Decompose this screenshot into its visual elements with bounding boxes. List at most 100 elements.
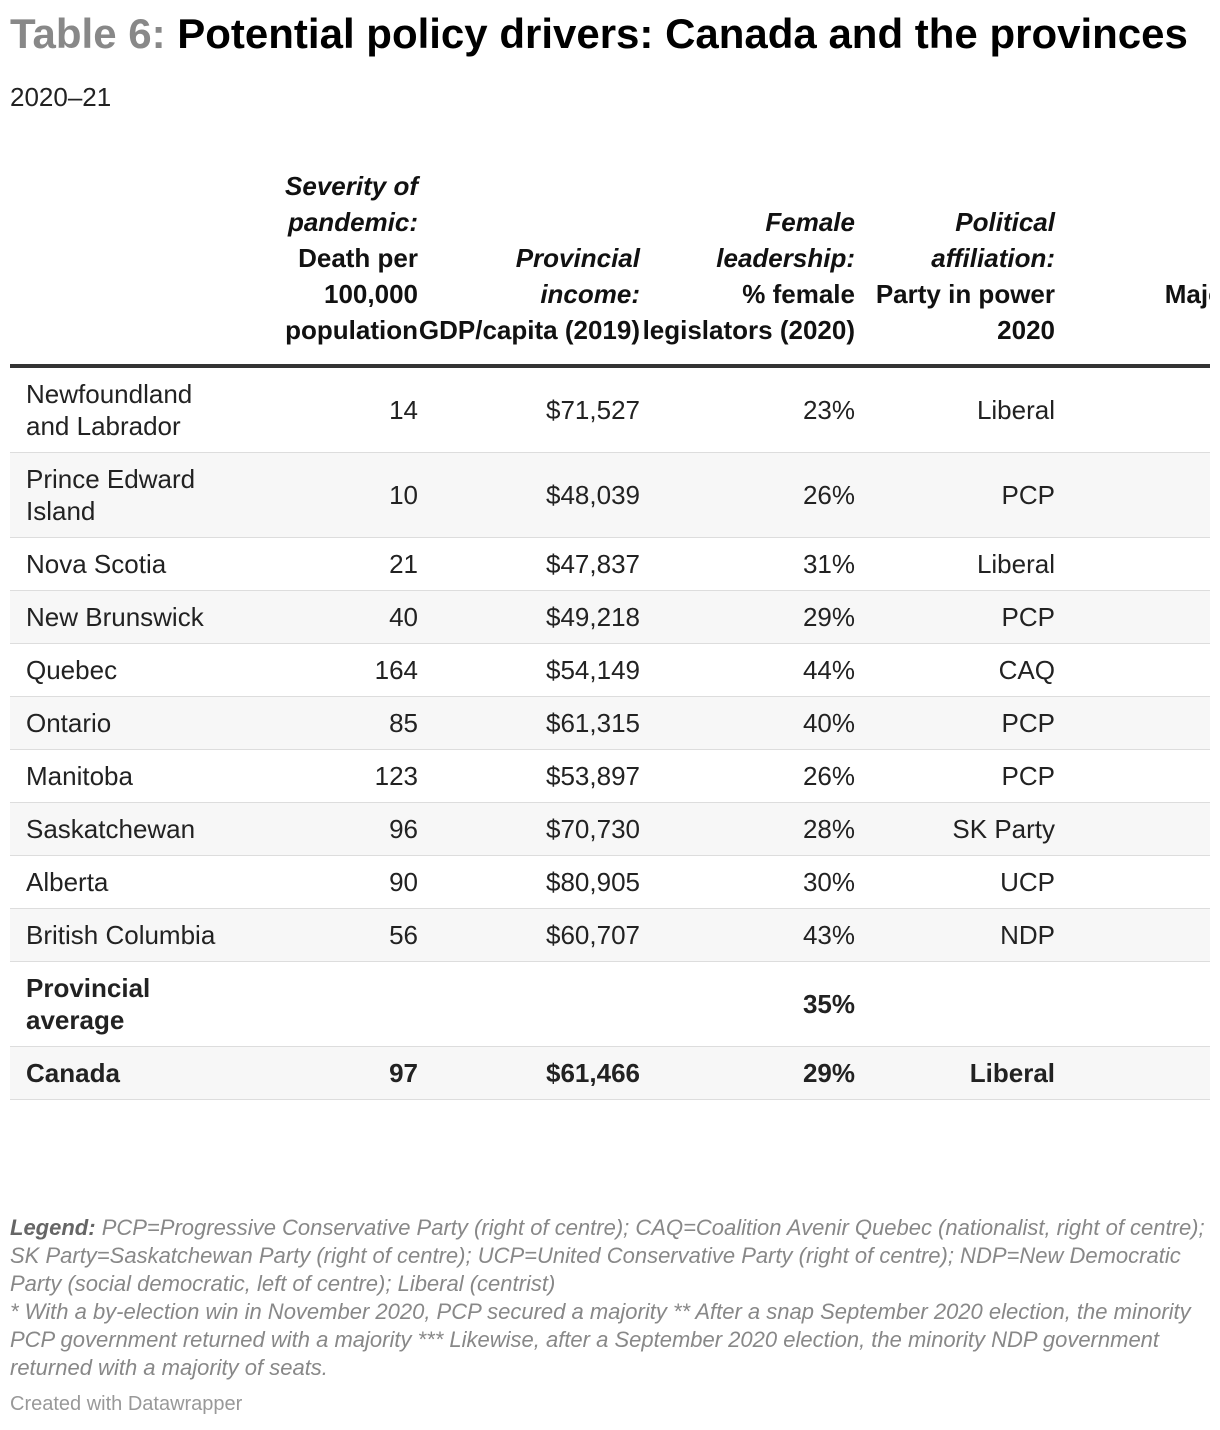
cell <box>1055 802 1210 856</box>
column-header: Female leadership:% female legislators (… <box>640 168 855 368</box>
cell <box>1055 643 1210 697</box>
table-body: Newfoundland and Labrador 14 $71,527 23% Lib… <box>10 366 1210 1100</box>
cell <box>1055 749 1210 803</box>
row-label: Alberta <box>10 855 240 909</box>
row-label: Quebec <box>10 643 240 697</box>
footer: Legend: PCP=Progressive Conservative Par… <box>10 1214 1210 1382</box>
cell: PCP <box>855 749 1055 803</box>
cell: $49,218 <box>418 590 640 644</box>
cell <box>1055 855 1210 909</box>
cell: PCP <box>855 452 1055 538</box>
table-row: Manitoba 123 $53,897 26% PCP <box>10 749 1210 803</box>
cell <box>240 961 418 1047</box>
title: Table 6: Potential policy drivers: Canad… <box>10 10 1188 58</box>
header-line: go <box>1055 240 1210 276</box>
cell: 31% <box>640 537 855 591</box>
cell: Liberal <box>855 1046 1055 1100</box>
row-label: Ontario <box>10 696 240 750</box>
column-header <box>10 168 240 368</box>
cell: 28% <box>640 802 855 856</box>
header-row: Severity of pandemic: Death per 100,000 p… <box>10 168 1210 368</box>
cell: $71,527 <box>418 366 640 453</box>
cell: 29% <box>640 590 855 644</box>
cell: Liberal <box>855 537 1055 591</box>
table-row: Prince Edward Island 10 $48,039 26% PCP <box>10 452 1210 538</box>
column-header: Severity of pandemic: Death per 100,000 p… <box>240 168 418 368</box>
cell: 164 <box>240 643 418 697</box>
row-label: Newfoundland and Labrador <box>10 366 240 453</box>
header-text: GDP/capita (2019) <box>418 315 640 345</box>
cell: 40 <box>240 590 418 644</box>
cell: $47,837 <box>418 537 640 591</box>
cell: 26% <box>640 452 855 538</box>
cell <box>418 961 640 1047</box>
subtitle: 2020–21 <box>10 82 112 112</box>
header-line: sta <box>1055 312 1210 348</box>
cell: 14 <box>240 366 418 453</box>
table-row: British Columbia 56 $60,707 43% NDP <box>10 908 1210 962</box>
cell: 26% <box>640 749 855 803</box>
table-row: Ontario 85 $61,315 40% PCP <box>10 696 1210 750</box>
cell: $80,905 <box>418 855 640 909</box>
credit: Created with Datawrapper <box>10 1393 243 1415</box>
cell: 30% <box>640 855 855 909</box>
cell: 10 <box>240 452 418 538</box>
cell: CAQ <box>855 643 1055 697</box>
legend: Legend: PCP=Progressive Conservative Par… <box>10 1214 1210 1298</box>
cell: 40% <box>640 696 855 750</box>
column-header: goMajoritsta <box>1055 168 1210 368</box>
table-wrapper: Severity of pandemic: Death per 100,000 p… <box>10 168 1210 1100</box>
title-text: Potential policy drivers: Canada and the… <box>177 10 1188 57</box>
cell: 123 <box>240 749 418 803</box>
header-italic: Severity of pandemic: <box>285 171 418 237</box>
cell: NDP <box>855 908 1055 962</box>
cell: 35% <box>640 961 855 1047</box>
header-italic: Female leadership: <box>716 207 855 273</box>
header-text: Death per 100,000 population <box>285 243 418 345</box>
cell: $54,149 <box>418 643 640 697</box>
cell: $61,466 <box>418 1046 640 1100</box>
cell: 96 <box>240 802 418 856</box>
table: Severity of pandemic: Death per 100,000 p… <box>10 168 1210 1100</box>
header-italic: Provincial income: <box>515 243 640 309</box>
table-row: Saskatchewan 96 $70,730 28% SK Party <box>10 802 1210 856</box>
row-label: Nova Scotia <box>10 537 240 591</box>
row-label: New Brunswick <box>10 590 240 644</box>
cell: 97 <box>240 1046 418 1100</box>
row-label: Canada <box>10 1046 240 1100</box>
column-header: Provincial income: GDP/capita (2019) <box>418 168 640 368</box>
header-italic: Political affiliation: <box>931 207 1055 273</box>
legend-label: Legend: <box>10 1215 96 1240</box>
cell <box>1055 537 1210 591</box>
cell: $48,039 <box>418 452 640 538</box>
cell: $53,897 <box>418 749 640 803</box>
table-row: New Brunswick 40 $49,218 29% PCP <box>10 590 1210 644</box>
cell <box>1055 590 1210 644</box>
cell: SK Party <box>855 802 1055 856</box>
row-label: Prince Edward Island <box>10 452 240 538</box>
notes: * With a by-election win in November 202… <box>10 1299 1191 1380</box>
cell: PCP <box>855 696 1055 750</box>
cell <box>1055 908 1210 962</box>
cell <box>1055 366 1210 453</box>
cell: $61,315 <box>418 696 640 750</box>
cell: 21 <box>240 537 418 591</box>
column-header: Political affiliation: Party in power 202… <box>855 168 1055 368</box>
cell <box>855 961 1055 1047</box>
row-label: Provincial average <box>10 961 240 1047</box>
cell: 85 <box>240 696 418 750</box>
header-text: % female legislators (2020) <box>642 279 855 345</box>
cell: PCP <box>855 590 1055 644</box>
cell: UCP <box>855 855 1055 909</box>
cell: 56 <box>240 908 418 962</box>
row-label: Saskatchewan <box>10 802 240 856</box>
table-row: Quebec 164 $54,149 44% CAQ <box>10 643 1210 697</box>
cell <box>1055 696 1210 750</box>
table-row: Newfoundland and Labrador 14 $71,527 23% Lib… <box>10 366 1210 453</box>
title-prefix: Table 6: <box>10 10 166 57</box>
table-row: Alberta 90 $80,905 30% UCP <box>10 855 1210 909</box>
cell <box>1055 961 1210 1047</box>
cell: 23% <box>640 366 855 453</box>
header-line: Majorit <box>1164 279 1210 309</box>
table-row: Nova Scotia 21 $47,837 31% Liberal <box>10 537 1210 591</box>
